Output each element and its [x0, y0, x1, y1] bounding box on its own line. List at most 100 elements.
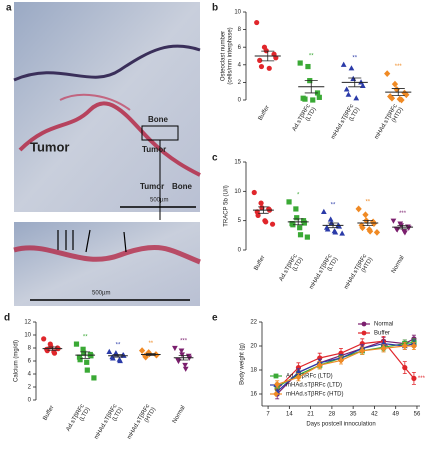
error-bar — [113, 354, 123, 358]
y-tick-label: 12 — [24, 320, 31, 326]
y-tick-label: 16 — [250, 392, 257, 398]
tissue-edge — [13, 44, 201, 82]
marker — [305, 63, 311, 70]
marker — [84, 367, 90, 373]
x-tick-label: Buffer — [258, 105, 271, 122]
error-bar — [397, 224, 408, 230]
marker — [269, 221, 276, 227]
significance: ** — [83, 335, 88, 341]
marker — [179, 352, 185, 358]
image-label: Bone — [172, 182, 193, 191]
marker — [178, 348, 185, 354]
marker — [391, 80, 399, 88]
marker — [274, 381, 281, 388]
marker — [117, 357, 123, 364]
marker — [332, 229, 339, 235]
inset-image — [14, 222, 200, 306]
error-bar — [391, 88, 405, 96]
y-tick-label: 22 — [250, 320, 257, 326]
legend-label: Ad.sTβRFc (LTD) — [286, 374, 333, 380]
significance: *** — [395, 64, 403, 70]
marker — [361, 330, 367, 336]
error-bar — [304, 80, 318, 94]
arrows — [57, 229, 127, 253]
marker — [355, 205, 362, 213]
marker — [310, 97, 316, 103]
legend-label: Buffer — [374, 331, 390, 337]
marker — [258, 200, 264, 206]
image-label: Bone — [148, 115, 169, 124]
error-bar — [47, 346, 58, 351]
significance: ** — [309, 54, 314, 60]
y-tick-label: 18 — [250, 368, 257, 374]
marker — [44, 348, 50, 354]
significance: ** — [352, 55, 357, 61]
marker — [91, 375, 97, 381]
image-label: Tumor — [30, 139, 69, 154]
image-label: Tumor — [142, 145, 166, 154]
error-bar — [292, 218, 304, 226]
marker — [340, 61, 347, 67]
y-axis-label: Calcium (mg/dl) — [14, 340, 20, 382]
marker — [153, 351, 160, 359]
error-bar — [362, 219, 374, 227]
x-axis-label: Days postcell innoculation — [306, 422, 375, 428]
marker — [273, 373, 279, 379]
series-line — [276, 340, 415, 390]
marker — [297, 225, 303, 231]
marker — [266, 65, 272, 71]
marker — [258, 63, 265, 70]
marker — [343, 86, 350, 92]
significance: ** — [148, 341, 153, 347]
y-axis-label: Osteoclast number(cells/mm interphase) — [220, 27, 233, 84]
x-tick-label: mHAd.sTβRFc(HTD) — [374, 103, 405, 143]
y-tick-label: 2 — [28, 385, 32, 391]
x-tick-label: Normal — [172, 405, 187, 425]
marker — [41, 336, 47, 342]
marker — [316, 94, 322, 100]
marker — [398, 96, 405, 104]
marker — [295, 373, 302, 381]
x-tick-label: 14 — [286, 412, 293, 418]
marker — [358, 79, 364, 85]
marker — [394, 227, 401, 233]
marker — [402, 365, 408, 371]
marker — [273, 390, 279, 398]
trap-stain — [59, 93, 131, 111]
y-tick-label: 0 — [238, 248, 242, 254]
x-tick-label: 42 — [371, 412, 378, 418]
panel-a: a Tumor Bone Tumor Tumor Bone 500µm 500µ… — [6, 2, 201, 306]
marker — [388, 94, 396, 102]
marker — [403, 91, 410, 99]
y-tick-label: 4 — [238, 62, 242, 68]
y-tick-label: 8 — [238, 27, 242, 33]
y-tick-label: 6 — [238, 45, 242, 51]
panel-label: e — [212, 313, 218, 324]
marker — [304, 234, 310, 240]
x-tick-label: mHAd.sTβRFc(HTD) — [343, 253, 374, 293]
y-axis-label: TRACP 5b (U/l) — [224, 185, 230, 227]
marker — [367, 227, 374, 235]
marker — [255, 212, 261, 218]
marker — [348, 65, 355, 71]
legend-label: mHAd.sTβRFc (HTD) — [286, 392, 343, 398]
marker — [293, 206, 299, 212]
marker — [359, 82, 366, 88]
marker — [84, 359, 90, 365]
x-tick-label: 35 — [350, 412, 357, 418]
marker — [251, 189, 257, 196]
marker — [186, 355, 193, 361]
x-tick-label: 49 — [392, 412, 399, 418]
legend-label: mHAd.sTβRFc (LTD) — [286, 383, 342, 389]
marker — [263, 219, 269, 225]
image-label: Tumor — [140, 182, 164, 191]
error-bar — [145, 353, 156, 356]
series-line — [276, 342, 415, 393]
marker — [106, 348, 113, 354]
y-tick-label: 10 — [234, 10, 241, 16]
x-tick-label: Buffer — [42, 405, 55, 422]
x-tick-label: 56 — [414, 412, 421, 418]
marker — [380, 340, 387, 346]
marker — [320, 208, 327, 214]
significance: ** — [331, 202, 336, 208]
